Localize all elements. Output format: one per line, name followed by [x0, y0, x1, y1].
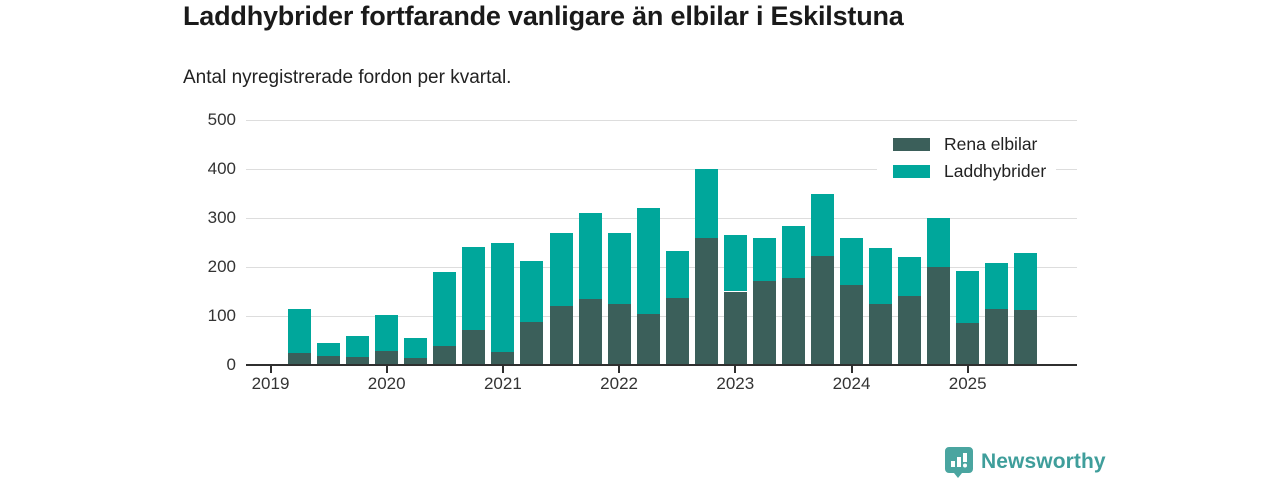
- bar-segment-laddhybrider: [520, 260, 544, 323]
- x-axis-tick-label: 2019: [251, 374, 290, 393]
- bar-segment-laddhybrider: [636, 208, 660, 314]
- x-axis-tick: [618, 366, 621, 373]
- bar-segment-laddhybrider: [694, 169, 718, 239]
- y-axis-tick-label: 200: [207, 257, 236, 276]
- x-axis-tick: [850, 366, 853, 373]
- x-axis-tick: [385, 366, 388, 373]
- chart-title: Laddhybrider fortfarande vanligare än el…: [183, 1, 904, 31]
- bar-segment-laddhybrider: [404, 338, 428, 358]
- newsworthy-brand[interactable]: Newsworthy: [944, 446, 1106, 478]
- bar-segment-rena-elbilar: [781, 278, 805, 365]
- x-axis-tick-label: 2025: [948, 374, 987, 393]
- y-axis-tick-label: 400: [207, 159, 236, 178]
- bar-segment-rena-elbilar: [985, 308, 1009, 365]
- gridline: [246, 315, 1077, 317]
- bar-segment-rena-elbilar: [956, 323, 980, 365]
- y-axis-tick-label: 300: [207, 208, 236, 227]
- x-axis-tick: [734, 366, 737, 373]
- brand-name: Newsworthy: [981, 450, 1106, 473]
- bar-segment-laddhybrider: [578, 213, 602, 299]
- bar-segment-rena-elbilar: [869, 303, 893, 365]
- bar-segment-rena-elbilar: [375, 350, 399, 365]
- chart-subtitle: Antal nyregistrerade fordon per kvartal.: [183, 67, 512, 88]
- bar-segment-laddhybrider: [549, 232, 573, 306]
- bar-segment-laddhybrider: [723, 235, 747, 292]
- bar-segment-rena-elbilar: [346, 356, 370, 365]
- x-axis-tick: [966, 366, 969, 373]
- bar-segment-laddhybrider: [375, 314, 399, 351]
- gridline: [246, 217, 1077, 219]
- bar-segment-laddhybrider: [781, 226, 805, 279]
- bar-segment-rena-elbilar: [607, 303, 631, 365]
- bar-segment-laddhybrider: [1014, 253, 1038, 311]
- gridline: [246, 266, 1077, 268]
- x-axis-tick: [501, 366, 504, 373]
- bar-segment-rena-elbilar: [1014, 310, 1038, 365]
- x-axis-tick-label: 2020: [367, 374, 406, 393]
- bar-segment-rena-elbilar: [723, 291, 747, 365]
- legend-swatch-dark: [893, 137, 930, 151]
- bar-segment-rena-elbilar: [433, 346, 457, 365]
- y-axis-tick-label: 500: [207, 110, 236, 129]
- x-axis-line: [246, 364, 1077, 366]
- bar-segment-rena-elbilar: [636, 313, 660, 365]
- bar-segment-rena-elbilar: [810, 256, 834, 365]
- bar-segment-rena-elbilar: [549, 305, 573, 365]
- bar-segment-rena-elbilar: [404, 357, 428, 365]
- bar-segment-rena-elbilar: [462, 330, 486, 365]
- x-axis-tick: [269, 366, 272, 373]
- y-axis-tick-label: 100: [207, 306, 236, 325]
- bar-segment-rena-elbilar: [927, 267, 951, 365]
- x-axis-tick-label: 2022: [600, 374, 638, 393]
- bar-segment-laddhybrider: [665, 251, 689, 298]
- bar-segment-laddhybrider: [491, 242, 515, 352]
- legend-item-rena-elbilar: Rena elbilar: [893, 134, 1046, 154]
- bar-segment-rena-elbilar: [317, 356, 341, 365]
- newsworthy-logo-icon: [945, 447, 973, 478]
- bar-segment-laddhybrider: [898, 257, 922, 297]
- x-axis-tick-label: 2021: [483, 374, 522, 393]
- legend: Rena elbilar Laddhybrider: [877, 128, 1057, 189]
- bar-segment-rena-elbilar: [840, 285, 863, 365]
- bar-segment-laddhybrider: [985, 263, 1009, 309]
- legend-label: Rena elbilar: [944, 134, 1038, 154]
- bar-segment-laddhybrider: [810, 194, 834, 257]
- bar-segment-laddhybrider: [840, 237, 863, 286]
- bar-segment-laddhybrider: [956, 271, 980, 324]
- legend-swatch-teal: [893, 164, 930, 178]
- x-axis-tick-label: 2023: [716, 374, 755, 393]
- gridline: [246, 168, 1077, 170]
- bar-segment-rena-elbilar: [665, 297, 689, 365]
- bar-segment-laddhybrider: [317, 343, 341, 357]
- bar-segment-rena-elbilar: [752, 281, 776, 365]
- legend-label: Laddhybrider: [944, 161, 1047, 181]
- bar-segment-rena-elbilar: [491, 351, 515, 365]
- bar-segment-rena-elbilar: [694, 238, 718, 365]
- bar-segment-laddhybrider: [607, 232, 631, 304]
- y-axis-tick-label: 0: [226, 355, 236, 374]
- bar-segment-laddhybrider: [462, 247, 486, 331]
- bar-segment-laddhybrider: [346, 335, 370, 357]
- bar-segment-laddhybrider: [869, 248, 893, 304]
- bar-segment-rena-elbilar: [520, 322, 544, 365]
- bar-segment-rena-elbilar: [898, 296, 922, 365]
- bar-segment-laddhybrider: [288, 308, 312, 353]
- gridline: [246, 119, 1077, 121]
- bar-segment-laddhybrider: [433, 272, 457, 347]
- bar-segment-rena-elbilar: [578, 298, 602, 365]
- bar-segment-laddhybrider: [927, 217, 951, 267]
- bar-segment-rena-elbilar: [288, 352, 312, 365]
- bar-segment-laddhybrider: [752, 237, 776, 282]
- x-axis-tick-label: 2024: [832, 374, 871, 393]
- legend-item-laddhybrider: Laddhybrider: [893, 161, 1046, 181]
